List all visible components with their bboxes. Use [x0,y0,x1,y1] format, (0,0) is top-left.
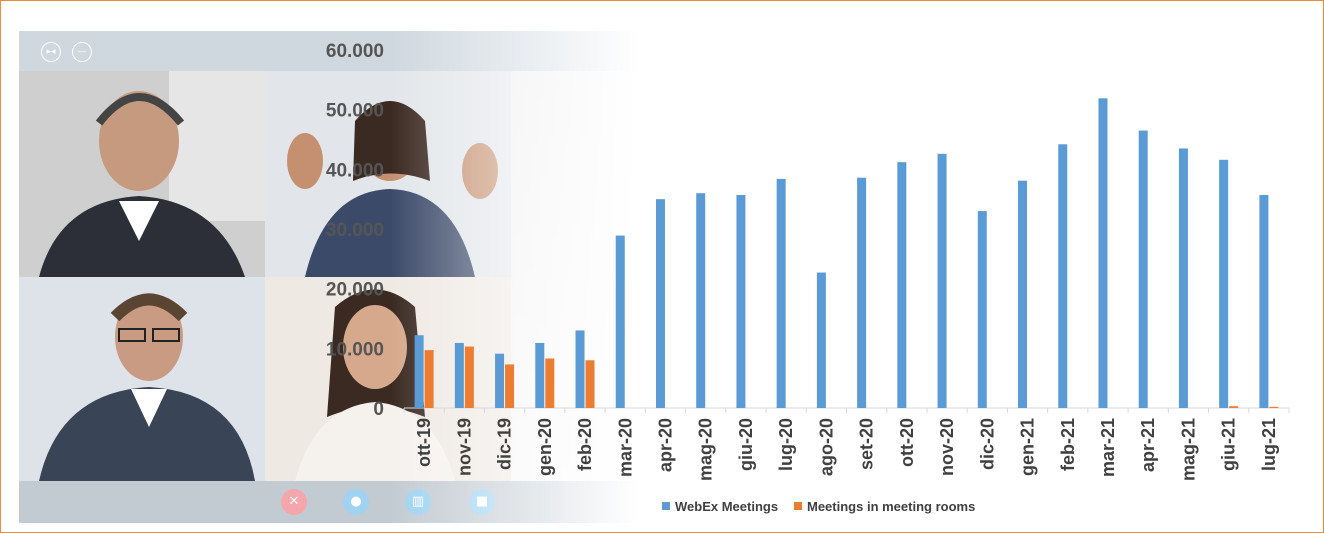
camera-button[interactable]: ■ [469,489,495,515]
x-tick-label: mag-20 [696,418,716,481]
bar-webex-meetings [816,272,826,408]
participant-photo [19,277,265,481]
bar-meetings-in-rooms [424,350,434,408]
bar-webex-meetings [1178,148,1188,408]
bar-meetings-in-rooms [585,360,595,408]
legend-swatch-rooms [794,502,802,510]
bar-webex-meetings [776,178,786,408]
y-tick-label: 60.000 [326,41,384,62]
bar-webex-meetings [1098,98,1108,408]
x-tick-label: nov-19 [454,418,474,476]
x-tick-label: mag-21 [1178,418,1198,481]
x-tick-label: dic-20 [977,418,997,470]
y-tick-label: 20.000 [326,280,384,301]
video-camera-icon: ■ [475,494,489,509]
x-tick-label: apr-21 [1138,418,1158,472]
bar-webex-meetings [495,353,505,408]
video-call-background: ▸◂ — [19,31,639,523]
x-tick-label: nov-20 [937,418,957,476]
bar-meetings-in-rooms [545,358,555,408]
chat-bubble-icon: ● [350,494,362,509]
legend-label-webex: WebEx Meetings [675,499,778,514]
x-tick-label: set-20 [857,418,877,470]
x-tick-label: gen-20 [535,418,555,476]
participant-tile-woman-gesturing [265,71,511,277]
chat-button[interactable]: ● [343,489,369,515]
y-tick-label: 50.000 [326,101,384,122]
x-tick-label: lug-21 [1259,418,1279,471]
x-tick-label: giu-21 [1219,418,1239,471]
bar-meetings-in-rooms [464,346,474,408]
x-tick-label: feb-20 [575,418,595,471]
y-tick-label: 40.000 [326,160,384,181]
minimize-icon[interactable]: — [72,42,92,62]
bar-webex-meetings [1259,194,1269,408]
x-tick-label: dic-19 [495,418,515,470]
bar-webex-meetings [977,211,987,408]
bar-webex-meetings [1018,180,1028,408]
participant-tile-man-headphones [19,71,265,277]
x-tick-label: mar-20 [615,418,635,477]
bar-webex-meetings [575,330,585,408]
x-tick-label: ott-20 [897,418,917,467]
bar-webex-meetings [1058,144,1068,409]
x-tick-label: ago-20 [816,418,836,476]
participant-tile-man-glasses [19,277,265,481]
legend-label-rooms: Meetings in meeting rooms [807,499,975,514]
y-tick-label: 0 [373,399,384,420]
legend-swatch-webex [662,502,670,510]
bar-chart-icon: ▥ [411,494,425,509]
x-tick-label: giu-20 [736,418,756,471]
bar-meetings-in-rooms [505,364,515,408]
stats-button[interactable]: ▥ [405,489,431,515]
video-window-titlebar: ▸◂ — [19,31,639,71]
bar-webex-meetings [736,194,746,408]
bar-webex-meetings [696,193,706,408]
call-controls-bar: ✕ ● ▥ ■ [19,481,639,523]
y-tick-label: 10.000 [326,339,384,360]
bar-webex-meetings [414,335,424,408]
bar-meetings-in-rooms [1229,406,1239,408]
bar-webex-meetings [897,162,907,408]
bar-webex-meetings [1219,159,1229,408]
bar-webex-meetings [535,342,545,408]
fit-icon[interactable]: ▸◂ [41,42,61,62]
participant-tile-woman-smiling [265,277,511,481]
bar-webex-meetings [1138,130,1148,409]
bar-webex-meetings [937,153,947,408]
participant-photo [265,71,511,277]
end-call-button[interactable]: ✕ [281,489,307,515]
close-icon: ✕ [288,494,300,509]
bar-webex-meetings [857,177,867,408]
x-tick-label: mar-21 [1098,418,1118,477]
bar-webex-meetings [655,199,665,408]
bar-webex-meetings [615,235,625,408]
x-tick-label: ott-19 [414,418,434,467]
participant-photo [19,71,265,277]
y-tick-label: 30.000 [326,220,384,241]
x-tick-label: feb-21 [1058,418,1078,471]
x-tick-label: gen-21 [1018,418,1038,476]
bar-meetings-in-rooms [1269,406,1279,408]
bar-webex-meetings [454,342,464,408]
x-tick-label: lug-20 [776,418,796,471]
x-tick-label: apr-20 [655,418,675,472]
